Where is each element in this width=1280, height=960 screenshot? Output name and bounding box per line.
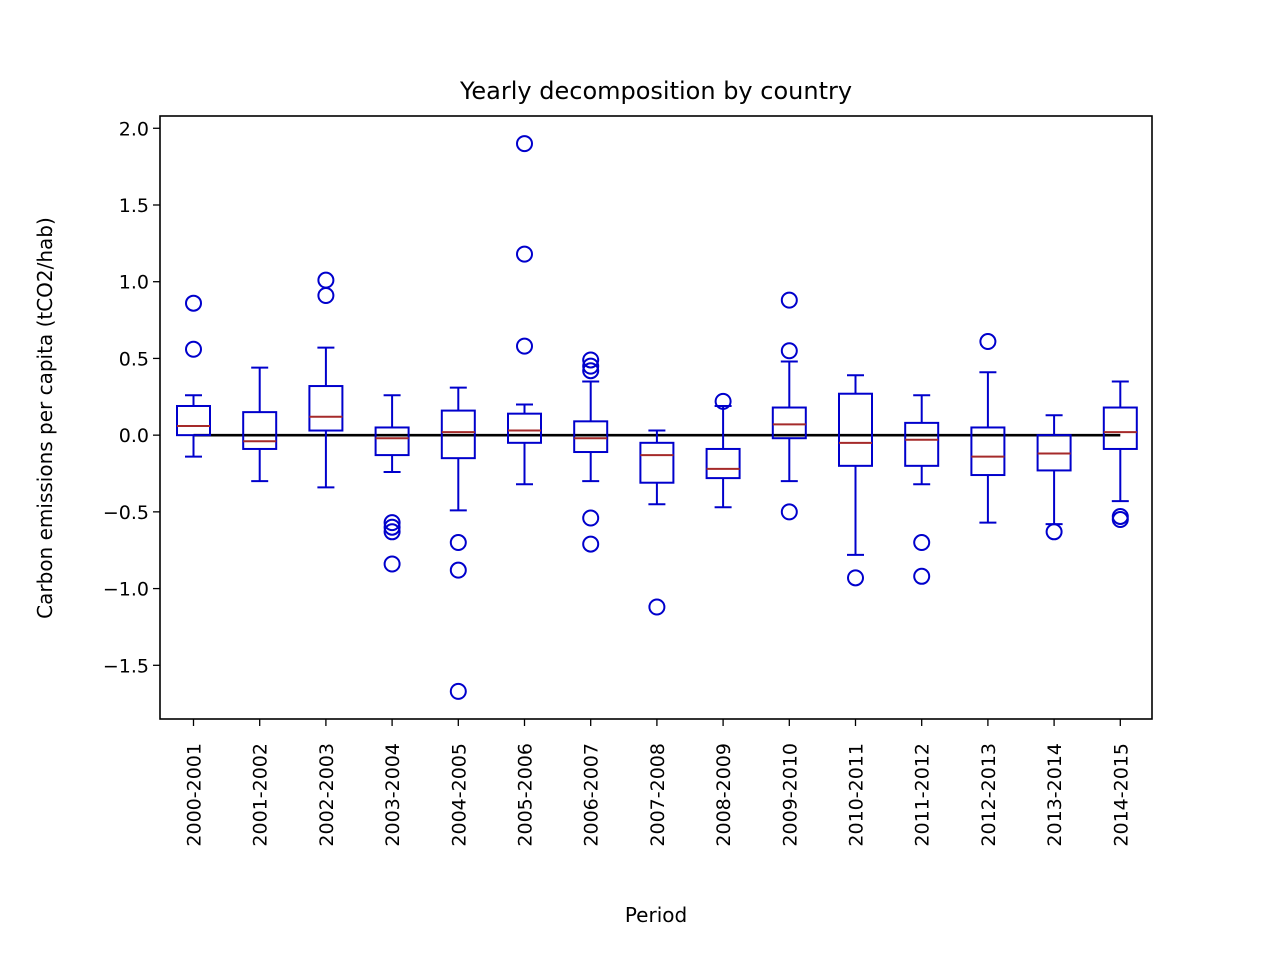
x-tick-label: 2004-2005 xyxy=(448,743,470,847)
outlier-point xyxy=(317,287,335,305)
outlier-point xyxy=(913,567,931,585)
box-2012-2013 xyxy=(970,333,1006,524)
outlier-point xyxy=(1045,523,1063,541)
box-2013-2014 xyxy=(1036,414,1072,541)
y-axis-ticks: 2.0 1.5 1.0 0.5 0.0 −0.5 −1.0 −1.5 xyxy=(103,118,160,677)
box-2006-2007 xyxy=(573,351,609,553)
iqr-box xyxy=(771,406,807,440)
outlier-point xyxy=(449,682,467,700)
x-tick-label: 2009-2010 xyxy=(779,743,801,847)
outlier-point xyxy=(582,362,600,380)
y-tick-label: −1.0 xyxy=(103,579,149,601)
iqr-box xyxy=(308,385,344,432)
iqr-box xyxy=(639,441,675,484)
outlier-point xyxy=(714,392,732,410)
box-2008-2009 xyxy=(705,392,741,509)
x-tick-label: 2010-2011 xyxy=(846,743,868,847)
iqr-box xyxy=(838,392,873,467)
x-tick-label: 2008-2009 xyxy=(713,743,735,847)
box-2005-2006 xyxy=(507,135,542,486)
outlier-point xyxy=(449,534,467,552)
chart-title: Yearly decomposition by country xyxy=(459,77,852,105)
iqr-box xyxy=(705,447,741,480)
outlier-point xyxy=(449,561,467,579)
y-tick-label: 2.0 xyxy=(119,118,149,140)
box-2004-2005 xyxy=(440,386,476,700)
box-2001-2002 xyxy=(242,366,278,483)
outlier-point xyxy=(516,135,533,153)
x-axis-label: Period xyxy=(625,903,687,927)
outlier-point xyxy=(780,342,798,360)
x-tick-label: 2012-2013 xyxy=(978,743,1000,847)
boxes-group xyxy=(176,135,1138,700)
y-tick-label: 1.0 xyxy=(119,272,149,294)
iqr-box xyxy=(573,420,609,454)
iqr-box xyxy=(242,411,278,450)
plot-frame xyxy=(159,115,1153,720)
box-2010-2011 xyxy=(838,374,873,587)
y-tick-label: −0.5 xyxy=(103,502,149,524)
x-tick-label: 2002-2003 xyxy=(316,743,338,847)
y-tick-label: 1.5 xyxy=(119,195,149,217)
iqr-box xyxy=(176,404,211,437)
outlier-point xyxy=(516,337,533,355)
iqr-box xyxy=(507,412,542,444)
x-tick-label: 2011-2012 xyxy=(912,743,934,847)
iqr-box xyxy=(904,421,940,467)
outlier-point xyxy=(383,555,401,573)
x-axis-ticks: 2000-2001 2001-2002 2002-2003 2003-2004 2004… xyxy=(184,719,1132,847)
iqr-box xyxy=(1102,406,1138,450)
x-tick-label: 2006-2007 xyxy=(581,743,603,847)
outlier-point xyxy=(582,357,600,375)
outlier-point xyxy=(648,598,666,616)
outlier-point xyxy=(1111,511,1129,529)
y-tick-label: −1.5 xyxy=(103,655,149,677)
outlier-point xyxy=(582,509,600,527)
outlier-point xyxy=(847,569,864,587)
outlier-point xyxy=(383,518,401,536)
outlier-point xyxy=(516,245,533,263)
outlier-point xyxy=(383,523,401,541)
outlier-point xyxy=(780,291,798,309)
box-2014-2015 xyxy=(1102,380,1138,529)
x-tick-label: 2000-2001 xyxy=(184,743,206,847)
outlier-point xyxy=(582,351,600,369)
x-tick-label: 2005-2006 xyxy=(515,743,537,847)
y-axis-label: Carbon emissions per capita (tCO2/hab) xyxy=(33,217,57,619)
box-2007-2008 xyxy=(639,429,675,616)
box-2003-2004 xyxy=(374,394,410,573)
box-2009-2010 xyxy=(771,291,807,521)
outlier-point xyxy=(582,535,600,553)
outlier-point xyxy=(185,340,202,358)
iqr-box xyxy=(374,426,410,457)
outlier-point xyxy=(780,503,798,521)
outlier-point xyxy=(913,534,931,552)
outlier-point xyxy=(383,514,401,532)
y-tick-label: 0.5 xyxy=(119,348,149,370)
y-tick-label: 0.0 xyxy=(119,425,149,447)
box-2000-2001 xyxy=(176,294,211,458)
outlier-point xyxy=(979,333,997,351)
box-2011-2012 xyxy=(904,394,940,585)
box-2002-2003 xyxy=(308,271,344,489)
x-tick-label: 2003-2004 xyxy=(382,743,404,847)
x-tick-label: 2007-2008 xyxy=(647,743,669,847)
iqr-box xyxy=(970,426,1006,477)
outlier-point xyxy=(185,294,202,312)
iqr-box xyxy=(440,409,476,460)
x-tick-label: 2014-2015 xyxy=(1110,743,1132,847)
x-tick-label: 2001-2002 xyxy=(250,743,272,847)
x-tick-label: 2013-2014 xyxy=(1044,743,1066,847)
outlier-point xyxy=(317,271,335,289)
